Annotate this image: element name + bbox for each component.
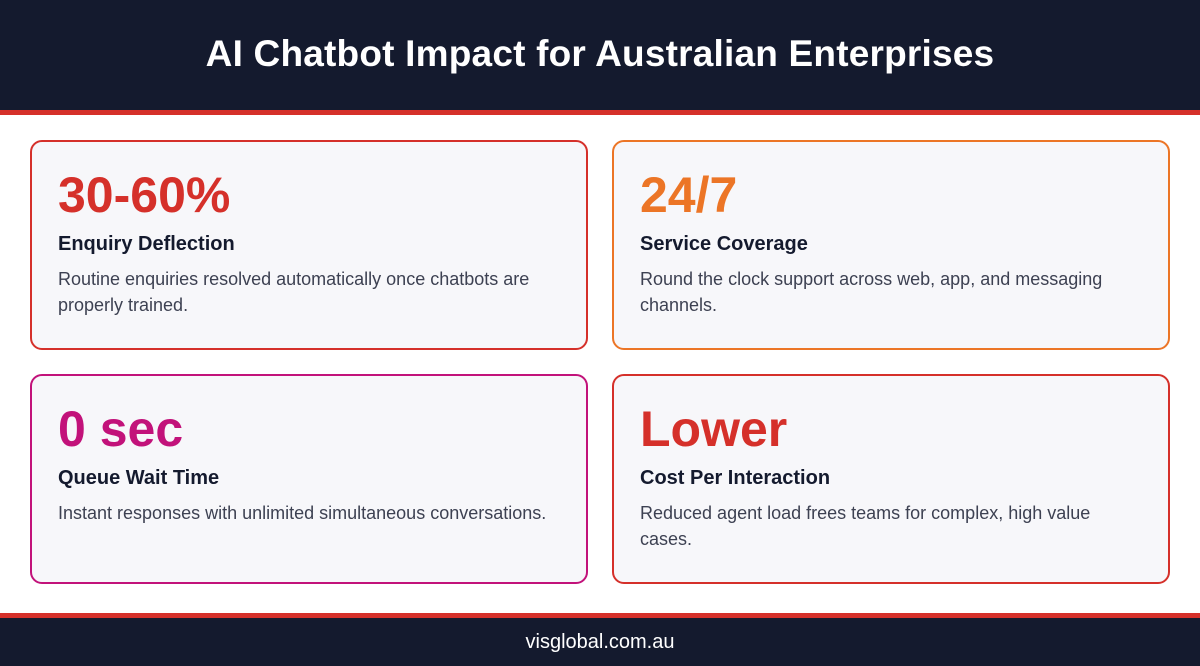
stat-card-enquiry-deflection: 30-60% Enquiry Deflection Routine enquir… xyxy=(30,140,588,350)
stat-value: 30-60% xyxy=(58,167,231,223)
stat-label: Enquiry Deflection xyxy=(58,233,235,255)
footer-site-link[interactable]: visglobal.com.au xyxy=(525,630,675,653)
stat-label: Service Coverage xyxy=(640,233,808,255)
stat-description: Routine enquiries resolved automatically… xyxy=(58,269,530,315)
stat-card-service-coverage: 24/7 Service Coverage Round the clock su… xyxy=(612,140,1170,350)
header-accent-rule xyxy=(0,110,1200,115)
footer-bar: visglobal.com.au xyxy=(0,618,1200,666)
stat-value: 24/7 xyxy=(640,167,738,223)
stat-description: Round the clock support across web, app,… xyxy=(640,269,1103,315)
stat-label: Cost Per Interaction xyxy=(640,467,831,489)
page-title: AI Chatbot Impact for Australian Enterpr… xyxy=(205,33,995,74)
header-banner: AI Chatbot Impact for Australian Enterpr… xyxy=(0,0,1200,110)
stat-card-queue-wait-time: 0 sec Queue Wait Time Instant responses … xyxy=(30,374,588,584)
stat-value: 0 sec xyxy=(58,401,184,457)
stat-description: Reduced agent load frees teams for compl… xyxy=(640,503,1091,549)
stat-description: Instant responses with unlimited simulta… xyxy=(58,503,547,523)
stat-label: Queue Wait Time xyxy=(58,467,220,489)
stat-card-cost-per-interaction: Lower Cost Per Interaction Reduced agent… xyxy=(612,374,1170,584)
footer-accent-rule xyxy=(0,613,1200,618)
stat-value: Lower xyxy=(640,401,788,457)
